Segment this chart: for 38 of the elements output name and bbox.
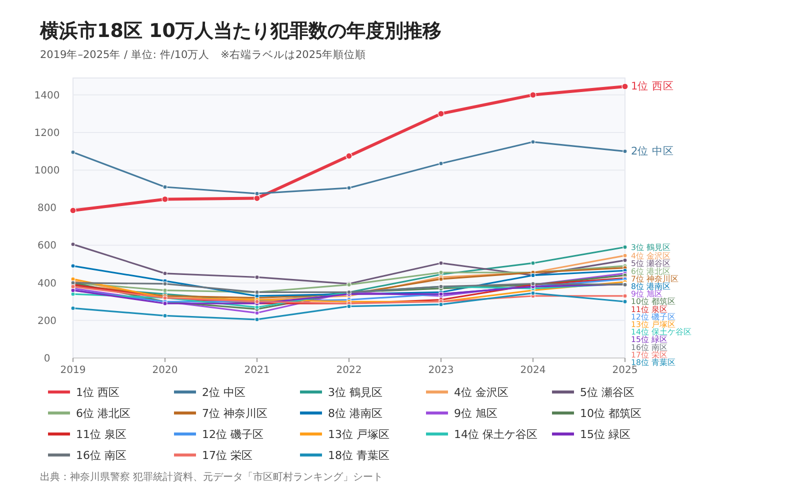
y-tick-label: 600	[37, 240, 57, 252]
y-tick-label: 1000	[34, 166, 60, 177]
legend-label: 7位 神奈川区	[202, 407, 268, 420]
text: 2位 中区	[631, 145, 674, 158]
legend-label: 6位 港北区	[76, 407, 130, 420]
y-tick-label: 1200	[34, 128, 60, 139]
chart-subtitle: 2019年–2025年 / 単位: 件/10万人 ※右端ラベルは2025年順位順	[40, 48, 366, 61]
chart-title: 横浜市18区 10万人当たり犯罪数の年度別推移	[39, 20, 442, 42]
x-tick-label: 2019	[60, 365, 86, 376]
legend-label: 17位 栄区	[202, 449, 252, 462]
legend-label: 4位 金沢区	[454, 386, 508, 399]
x-tick-label: 2024	[520, 365, 546, 376]
text: 1位 西区	[631, 80, 674, 92]
legend-label: 12位 磯子区	[202, 428, 264, 441]
y-tick-label: 200	[37, 316, 57, 327]
legend-label: 11位 泉区	[76, 428, 126, 441]
source-note: 出典：神奈川県警察 犯罪統計資料、元データ「市区町村ランキング」シート	[40, 471, 384, 483]
y-tick-label: 800	[37, 203, 57, 214]
legend-label: 2位 中区	[202, 386, 246, 399]
legend-label: 5位 瀬谷区	[580, 386, 634, 399]
y-tick-label: 400	[37, 278, 57, 290]
x-tick-label: 2023	[428, 365, 454, 376]
legend-label: 18位 青葉区	[328, 449, 390, 462]
x-tick-label: 2021	[244, 365, 270, 376]
legend-label: 10位 都筑区	[580, 407, 642, 420]
y-tick-label: 1400	[34, 90, 60, 102]
legend-label: 13位 戸塚区	[328, 428, 390, 441]
x-tick-label: 2020	[152, 365, 178, 376]
legend-label: 15位 緑区	[580, 428, 630, 441]
legend-label: 1位 西区	[76, 386, 120, 399]
x-tick-label: 2022	[336, 365, 362, 376]
legend-label: 9位 旭区	[454, 407, 498, 420]
legend-label: 8位 港南区	[328, 407, 382, 420]
legend-label: 14位 保土ケ谷区	[454, 428, 538, 441]
legend-label: 16位 南区	[76, 449, 126, 462]
x-tick-label: 2025	[612, 365, 638, 376]
legend-label: 3位 鶴見区	[328, 386, 382, 399]
y-tick-label: 0	[44, 354, 50, 364]
